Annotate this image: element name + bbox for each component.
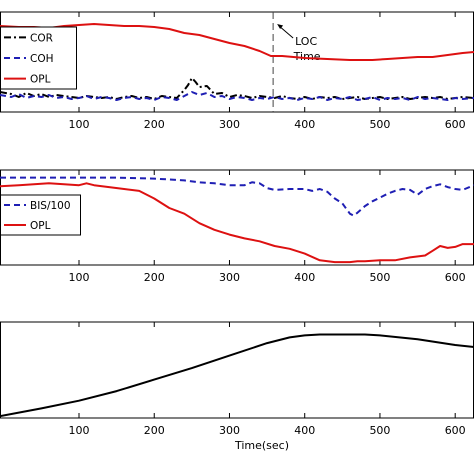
annotation-time: Time xyxy=(293,50,321,63)
axes-frame xyxy=(0,321,474,419)
legend-label: OPL xyxy=(30,220,51,232)
series-line-opl xyxy=(0,182,474,264)
panel-bottom: 100 200 300 400 500 600 Time(sec) xyxy=(0,321,474,452)
annotation-loc: LOC xyxy=(295,35,317,48)
x-tick-label: 400 xyxy=(294,424,315,437)
series-line-coh xyxy=(0,91,474,101)
x-tick-label: 200 xyxy=(144,271,165,284)
x-tick-label: 500 xyxy=(369,271,390,284)
panel-middle: 100 200 300 400 500 600 BIS/100 OPL xyxy=(0,169,474,284)
loc-arrow xyxy=(278,25,294,39)
x-tick-label: 100 xyxy=(69,271,90,284)
x-tick-label: 500 xyxy=(369,424,390,437)
legend-label: COR xyxy=(30,32,53,44)
x-tick-label: 500 xyxy=(369,118,390,131)
x-tick-label: 200 xyxy=(144,424,165,437)
x-tick-label: 600 xyxy=(445,271,466,284)
x-tick-label: 300 xyxy=(219,424,240,437)
legend-label: OPL xyxy=(30,74,51,86)
x-tick-label: 400 xyxy=(294,271,315,284)
series-line-main xyxy=(0,333,474,418)
legend-label: BIS/100 xyxy=(30,200,71,212)
x-axis-label: Time(sec) xyxy=(234,439,289,452)
x-tick-label: 200 xyxy=(144,118,165,131)
x-tick-label: 300 xyxy=(219,118,240,131)
x-tick-label: 600 xyxy=(445,424,466,437)
panel-top: 100 200 300 400 500 600 LOC Time COR COH OPL xyxy=(0,11,474,131)
loc-arrowhead xyxy=(277,24,284,29)
legend-label: COH xyxy=(30,53,54,65)
x-tick-label: 400 xyxy=(294,118,315,131)
series-line-bis-100 xyxy=(0,176,474,217)
x-tick-label: 100 xyxy=(69,424,90,437)
series-line-opl xyxy=(0,23,474,61)
x-tick-label: 100 xyxy=(69,118,90,131)
x-tick-label: 300 xyxy=(219,271,240,284)
legend-box xyxy=(0,194,81,236)
x-tick-label: 600 xyxy=(445,118,466,131)
